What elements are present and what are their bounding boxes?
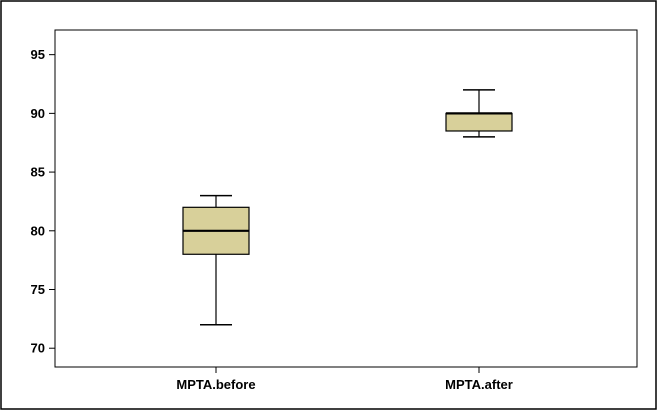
x-category-label: MPTA.before — [176, 377, 255, 392]
plot-area — [55, 30, 637, 367]
y-tick-label: 95 — [31, 47, 45, 62]
x-category-label: MPTA.after — [445, 377, 513, 392]
y-tick-label: 80 — [31, 223, 45, 238]
y-tick-label: 70 — [31, 341, 45, 356]
y-tick-label: 85 — [31, 165, 45, 180]
y-tick-label: 90 — [31, 106, 45, 121]
y-tick-label: 75 — [31, 282, 45, 297]
iqr-box — [446, 113, 512, 131]
